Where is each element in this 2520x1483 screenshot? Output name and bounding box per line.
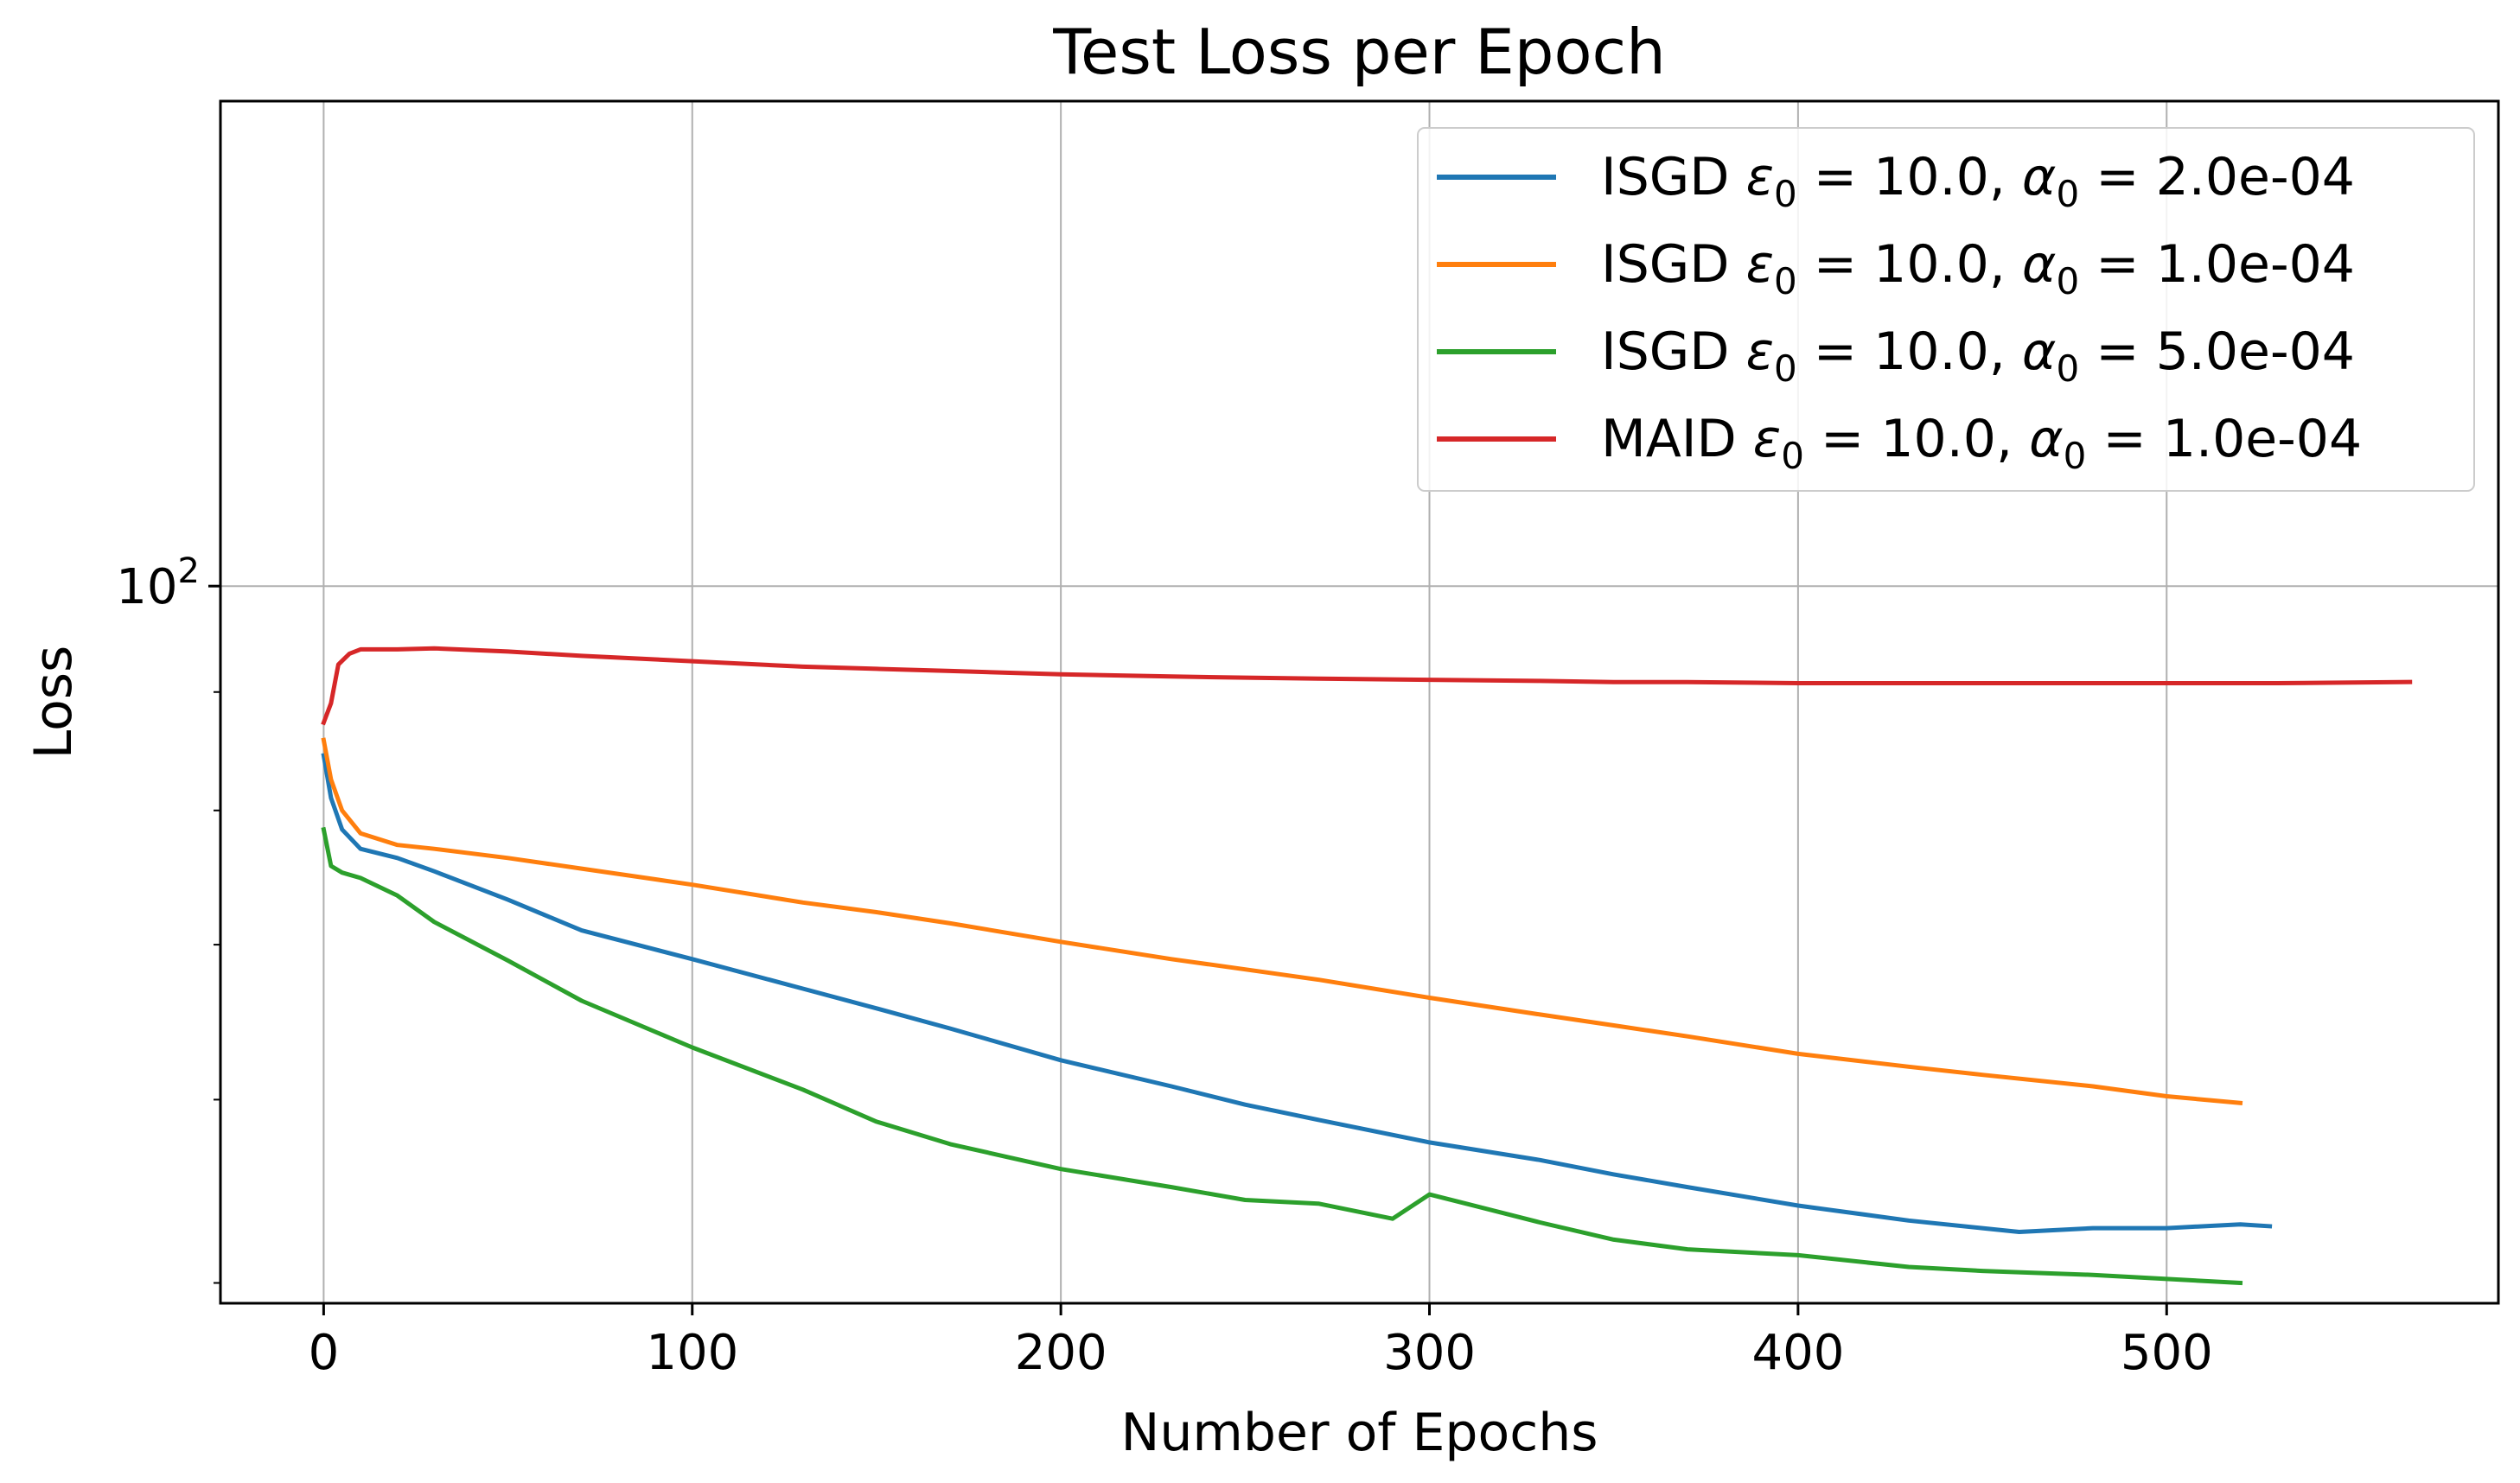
- legend-entry: MAID ε0 = 10.0, α0 = 1.0e-04: [1437, 409, 2362, 477]
- x-tick-label: 0: [309, 1325, 340, 1381]
- legend-label: MAID ε0 = 10.0, α0 = 1.0e-04: [1601, 409, 2362, 477]
- legend-label: ISGD ε0 = 10.0, α0 = 2.0e-04: [1601, 147, 2355, 215]
- series-line-3: [321, 826, 2243, 1286]
- y-tick-exponent: 2: [178, 551, 200, 591]
- legend-label: ISGD ε0 = 10.0, α0 = 5.0e-04: [1601, 321, 2355, 390]
- legend-label: ISGD ε0 = 10.0, α0 = 1.0e-04: [1601, 234, 2355, 302]
- plot-frame: [219, 99, 2500, 1305]
- y-axis-label: Loss: [23, 646, 84, 760]
- series-lines: [321, 646, 2413, 1286]
- chart-title: Test Loss per Epoch: [1052, 16, 1665, 88]
- y-tick-base: 10: [116, 559, 177, 615]
- y-tick-label: 102: [116, 551, 200, 615]
- x-tick-label: 200: [1015, 1325, 1107, 1381]
- series-line-1: [321, 753, 2273, 1234]
- x-axis-label: Number of Epochs: [1121, 1403, 1598, 1463]
- series-line-4: [321, 646, 2413, 726]
- legend-entry: ISGD ε0 = 10.0, α0 = 2.0e-04: [1437, 147, 2355, 215]
- legend-box: [1417, 127, 2475, 492]
- axis-ticks: 0 100 200 300 400 500: [208, 584, 2213, 1381]
- x-tick-label: 400: [1751, 1325, 1844, 1381]
- x-tick-label: 500: [2121, 1325, 2213, 1381]
- legend-entry: ISGD ε0 = 10.0, α0 = 5.0e-04: [1437, 321, 2355, 390]
- x-tick-label: 100: [646, 1325, 738, 1381]
- legend: ISGD ε0 = 10.0, α0 = 2.0e-04 ISGD ε0 = 10…: [1417, 127, 2475, 492]
- legend-entry: ISGD ε0 = 10.0, α0 = 1.0e-04: [1437, 234, 2355, 302]
- series-line-2: [321, 737, 2243, 1106]
- x-tick-label: 300: [1383, 1325, 1476, 1381]
